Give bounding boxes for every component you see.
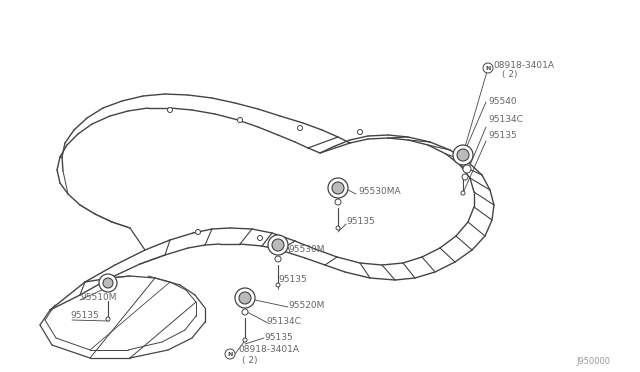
Text: 95135: 95135 [70,311,99,321]
Circle shape [336,226,340,230]
Circle shape [268,235,288,255]
Circle shape [272,239,284,251]
Circle shape [462,174,468,180]
Circle shape [106,317,110,321]
Text: N: N [485,65,491,71]
Circle shape [298,125,303,131]
Text: N: N [227,352,233,356]
Text: 95540: 95540 [488,97,516,106]
Circle shape [461,191,465,195]
Text: 95510M: 95510M [80,294,116,302]
Circle shape [276,283,280,287]
Text: 95134C: 95134C [266,317,301,327]
Circle shape [225,349,235,359]
Circle shape [103,278,113,288]
Circle shape [453,145,473,165]
Circle shape [99,274,117,292]
Text: 08918-3401A: 08918-3401A [493,61,554,70]
Circle shape [332,182,344,194]
Circle shape [335,199,341,205]
Text: 95135: 95135 [264,333,292,341]
Text: ( 2): ( 2) [242,356,257,365]
Text: 95530MA: 95530MA [358,187,401,196]
Circle shape [237,118,243,122]
Text: 95135: 95135 [278,276,307,285]
Text: 08918-3401A: 08918-3401A [238,346,299,355]
Circle shape [463,165,471,173]
Circle shape [239,292,251,304]
Circle shape [243,338,247,342]
Circle shape [257,235,262,241]
Circle shape [168,108,173,112]
Text: ( 2): ( 2) [502,71,518,80]
Circle shape [483,63,493,73]
Text: 95135: 95135 [488,131,516,140]
Text: 95135: 95135 [346,218,375,227]
Text: J950000: J950000 [576,357,610,366]
Text: 95520M: 95520M [288,301,324,310]
Text: 95530M: 95530M [288,246,324,254]
Text: 95134C: 95134C [488,115,523,125]
Circle shape [358,129,362,135]
Circle shape [195,230,200,234]
Circle shape [242,309,248,315]
Circle shape [235,288,255,308]
Circle shape [275,256,281,262]
Circle shape [457,149,469,161]
Circle shape [328,178,348,198]
